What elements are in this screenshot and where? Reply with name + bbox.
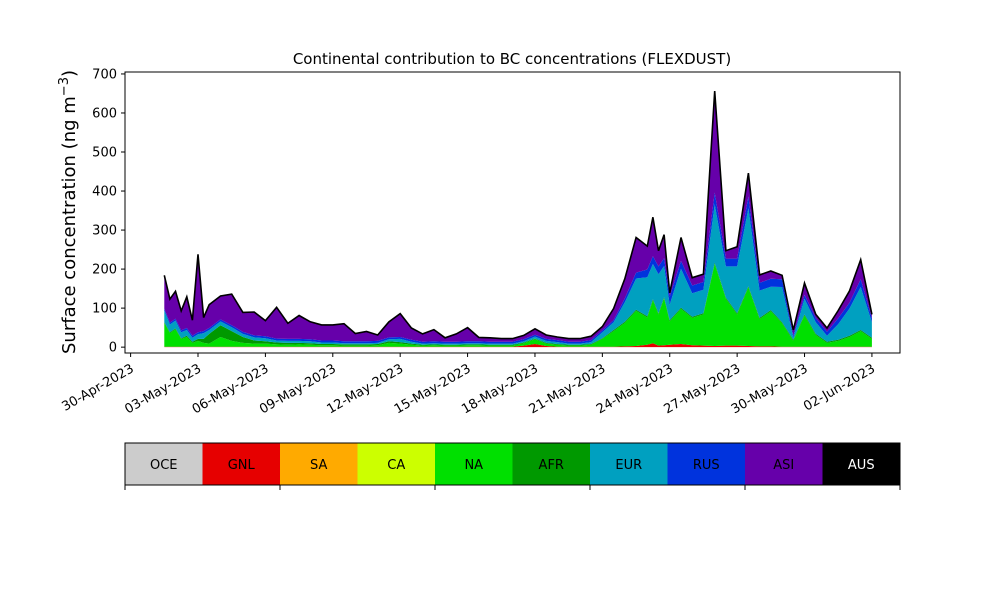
legend-label-aus: AUS (848, 458, 875, 473)
chart-title: Continental contribution to BC concentra… (293, 50, 731, 68)
x-tick-label: 02-Jun-2023 (801, 361, 878, 414)
plot-frame (124, 71, 901, 354)
legend-label-sa: SA (310, 458, 327, 473)
legend-frame (124, 442, 901, 486)
legend-label-gnl: GNL (228, 458, 256, 473)
total-line (163, 91, 873, 340)
y-tick-label: 300 (92, 224, 117, 239)
y-axis: 0 100 200 300 400 500 600 700 (92, 67, 125, 356)
area-na (164, 264, 872, 347)
legend-label-ca: CA (387, 458, 405, 473)
legend-swatch-aus (822, 443, 900, 485)
legend-swatch-ca (357, 443, 435, 485)
legend-swatch-eur (590, 443, 668, 485)
y-tick-label: 100 (92, 302, 117, 317)
legend-label-afr: AFR (539, 458, 564, 473)
plot-area (124, 71, 901, 354)
y-tick-label: 400 (92, 185, 117, 200)
y-tick-label: 500 (92, 146, 117, 161)
x-tick-label: 30-May-2023 (729, 361, 811, 417)
area-rus (164, 192, 872, 344)
y-tick-label: 600 (92, 106, 117, 121)
x-axis: 30-Apr-202303-May-202306-May-202309-May-… (59, 353, 878, 417)
legend-swatch-oce (125, 443, 203, 485)
legend-label-na: NA (464, 458, 483, 473)
area-afr (164, 262, 872, 346)
y-tick-label: 700 (92, 67, 117, 82)
legend-swatch-afr (512, 443, 590, 485)
color-legend: OCE GNL SA CA NA AFR EUR RUS ASI AUS (124, 442, 901, 490)
legend-label-asi: ASI (773, 458, 794, 473)
legend-swatch-sa (280, 443, 358, 485)
legend-label-oce: OCE (150, 458, 178, 473)
area-asi (164, 91, 872, 342)
legend-swatch-rus (667, 443, 745, 485)
area-gnl (164, 343, 872, 348)
legend-swatch-gnl (202, 443, 280, 485)
y-tick-label: 200 (92, 263, 117, 278)
y-axis-label: Surface concentration (ng m−3) (57, 70, 80, 354)
legend-swatch-na (435, 443, 513, 485)
legend-label-rus: RUS (693, 458, 720, 473)
y-tick-label: 0 (109, 341, 117, 356)
legend-label-eur: EUR (615, 458, 642, 473)
area-eur (164, 204, 872, 345)
legend-swatch-asi (745, 443, 823, 485)
